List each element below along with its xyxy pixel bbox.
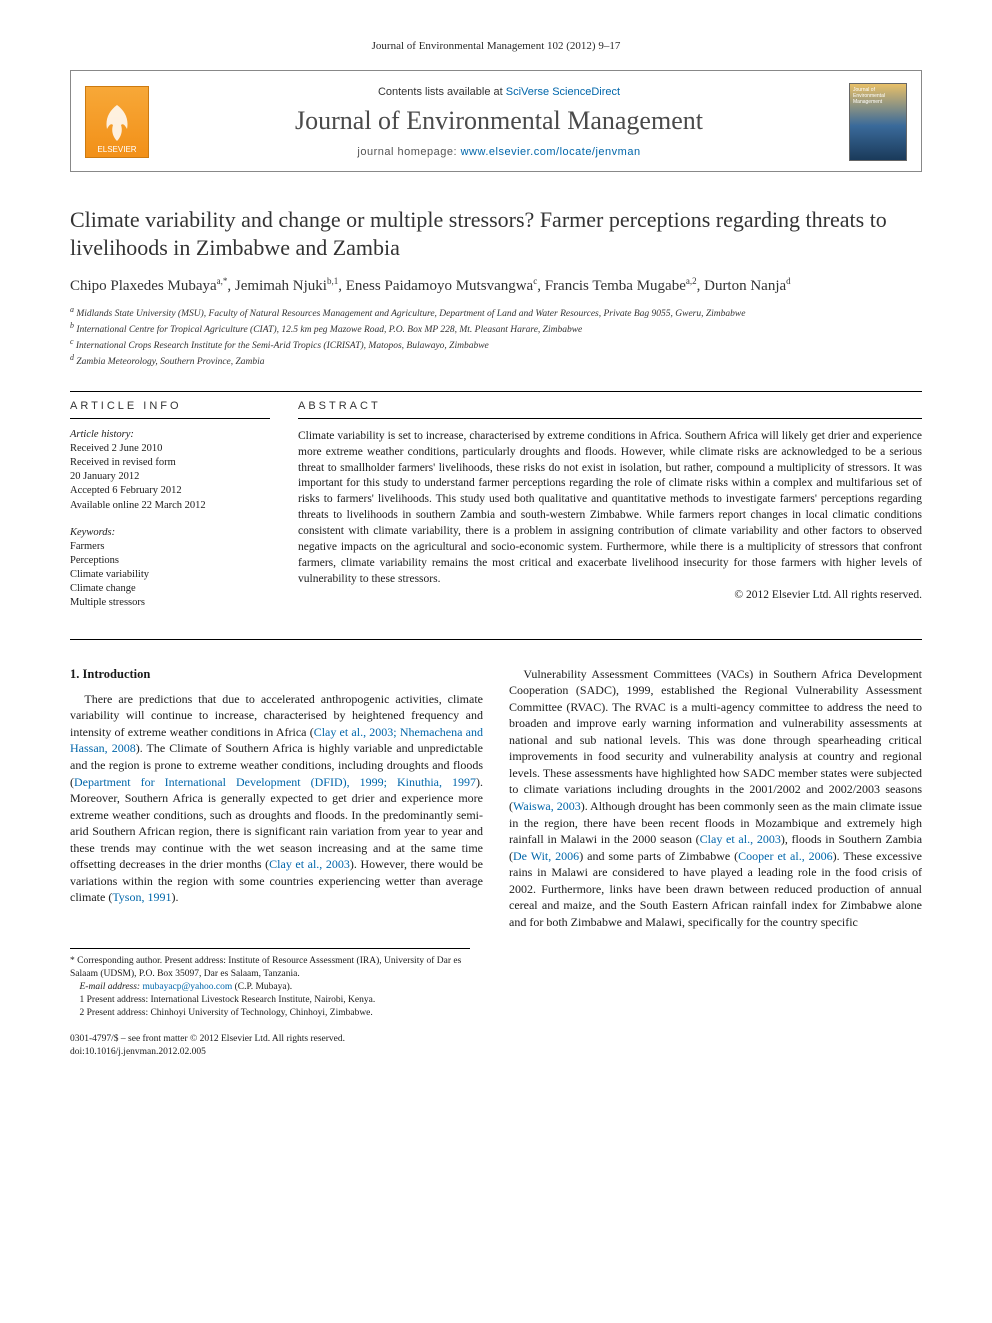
- keyword: Climate variability: [70, 568, 270, 582]
- citation-link[interactable]: Department for International Development…: [74, 775, 476, 789]
- author-list: Chipo Plaxedes Mubayaa,*, Jemimah Njukib…: [70, 275, 922, 297]
- issn-line: 0301-4797/$ – see front matter © 2012 El…: [70, 1033, 922, 1045]
- elsevier-logo: ELSEVIER: [85, 86, 149, 158]
- keyword: Multiple stressors: [70, 596, 270, 610]
- citation-link[interactable]: Waiswa, 2003: [513, 799, 581, 813]
- history-item: Accepted 6 February 2012: [70, 484, 270, 498]
- keyword: Climate change: [70, 582, 270, 596]
- t: ).: [171, 890, 178, 904]
- citation-link[interactable]: Clay et al., 2003: [269, 857, 350, 871]
- email-link[interactable]: mubayacp@yahoo.com: [142, 982, 232, 992]
- header-center: Contents lists available at SciVerse Sci…: [163, 86, 835, 158]
- affiliation: c International Crops Research Institute…: [70, 337, 922, 353]
- email-suffix: (C.P. Mubaya).: [232, 982, 292, 992]
- keywords-label: Keywords:: [70, 527, 270, 538]
- citation-link[interactable]: De Wit, 2006: [513, 849, 579, 863]
- footnote-1: 1 Present address: International Livesto…: [70, 994, 470, 1007]
- contents-line: Contents lists available at SciVerse Sci…: [163, 86, 835, 98]
- footer-meta: 0301-4797/$ – see front matter © 2012 El…: [70, 1033, 922, 1058]
- tree-icon: [99, 103, 135, 143]
- article-info: ARTICLE INFO Article history: Received 2…: [70, 392, 270, 611]
- rule: [70, 639, 922, 640]
- contents-prefix: Contents lists available at: [378, 86, 506, 98]
- homepage-prefix: journal homepage:: [357, 146, 460, 158]
- history-item: Received 2 June 2010: [70, 442, 270, 456]
- running-head: Journal of Environmental Management 102 …: [70, 40, 922, 52]
- history-item: Available online 22 March 2012: [70, 499, 270, 513]
- history-item: 20 January 2012: [70, 470, 270, 484]
- doi-line: doi:10.1016/j.jenvman.2012.02.005: [70, 1046, 922, 1058]
- t: Vulnerability Assessment Committees (VAC…: [509, 667, 922, 813]
- publisher-name: ELSEVIER: [97, 145, 136, 154]
- abstract: ABSTRACT Climate variability is set to i…: [298, 392, 922, 611]
- corresponding-author: * Corresponding author. Present address:…: [70, 955, 470, 981]
- citation-link[interactable]: Clay et al., 2003: [700, 832, 781, 846]
- affiliation: d Zambia Meteorology, Southern Province,…: [70, 353, 922, 369]
- citation-link[interactable]: Cooper et al., 2006: [738, 849, 833, 863]
- footnotes: * Corresponding author. Present address:…: [70, 948, 470, 1019]
- affiliation: b International Centre for Tropical Agri…: [70, 321, 922, 337]
- affiliations: a Midlands State University (MSU), Facul…: [70, 305, 922, 369]
- keyword: Perceptions: [70, 554, 270, 568]
- footnote-2: 2 Present address: Chinhoyi University o…: [70, 1007, 470, 1020]
- cover-text: Journal of Environmental Management: [853, 87, 885, 105]
- sciencedirect-link[interactable]: SciVerse ScienceDirect: [506, 86, 620, 98]
- citation-link[interactable]: Tyson, 1991: [112, 890, 171, 904]
- homepage-link[interactable]: www.elsevier.com/locate/jenvman: [461, 146, 641, 158]
- article-title: Climate variability and change or multip…: [70, 206, 922, 261]
- body-paragraph: There are predictions that due to accele…: [70, 691, 483, 906]
- article-info-head: ARTICLE INFO: [70, 392, 270, 419]
- history-label: Article history:: [70, 429, 270, 440]
- email-label: E-mail address:: [80, 982, 143, 992]
- history-item: Received in revised form: [70, 456, 270, 470]
- body-paragraph: Vulnerability Assessment Committees (VAC…: [509, 666, 922, 931]
- abstract-head: ABSTRACT: [298, 392, 922, 419]
- abstract-copyright: © 2012 Elsevier Ltd. All rights reserved…: [298, 589, 922, 601]
- abstract-text: Climate variability is set to increase, …: [298, 429, 922, 588]
- body-text: 1. Introduction There are predictions th…: [70, 666, 922, 931]
- email-line: E-mail address: mubayacp@yahoo.com (C.P.…: [70, 981, 470, 994]
- affiliation: a Midlands State University (MSU), Facul…: [70, 305, 922, 321]
- t: ) and some parts of Zimbabwe (: [579, 849, 738, 863]
- journal-name: Journal of Environmental Management: [163, 106, 835, 136]
- journal-header: ELSEVIER Contents lists available at Sci…: [70, 70, 922, 172]
- journal-homepage: journal homepage: www.elsevier.com/locat…: [163, 146, 835, 158]
- keyword: Farmers: [70, 540, 270, 554]
- journal-cover-thumb: Journal of Environmental Management: [849, 83, 907, 161]
- section-heading-1: 1. Introduction: [70, 666, 483, 683]
